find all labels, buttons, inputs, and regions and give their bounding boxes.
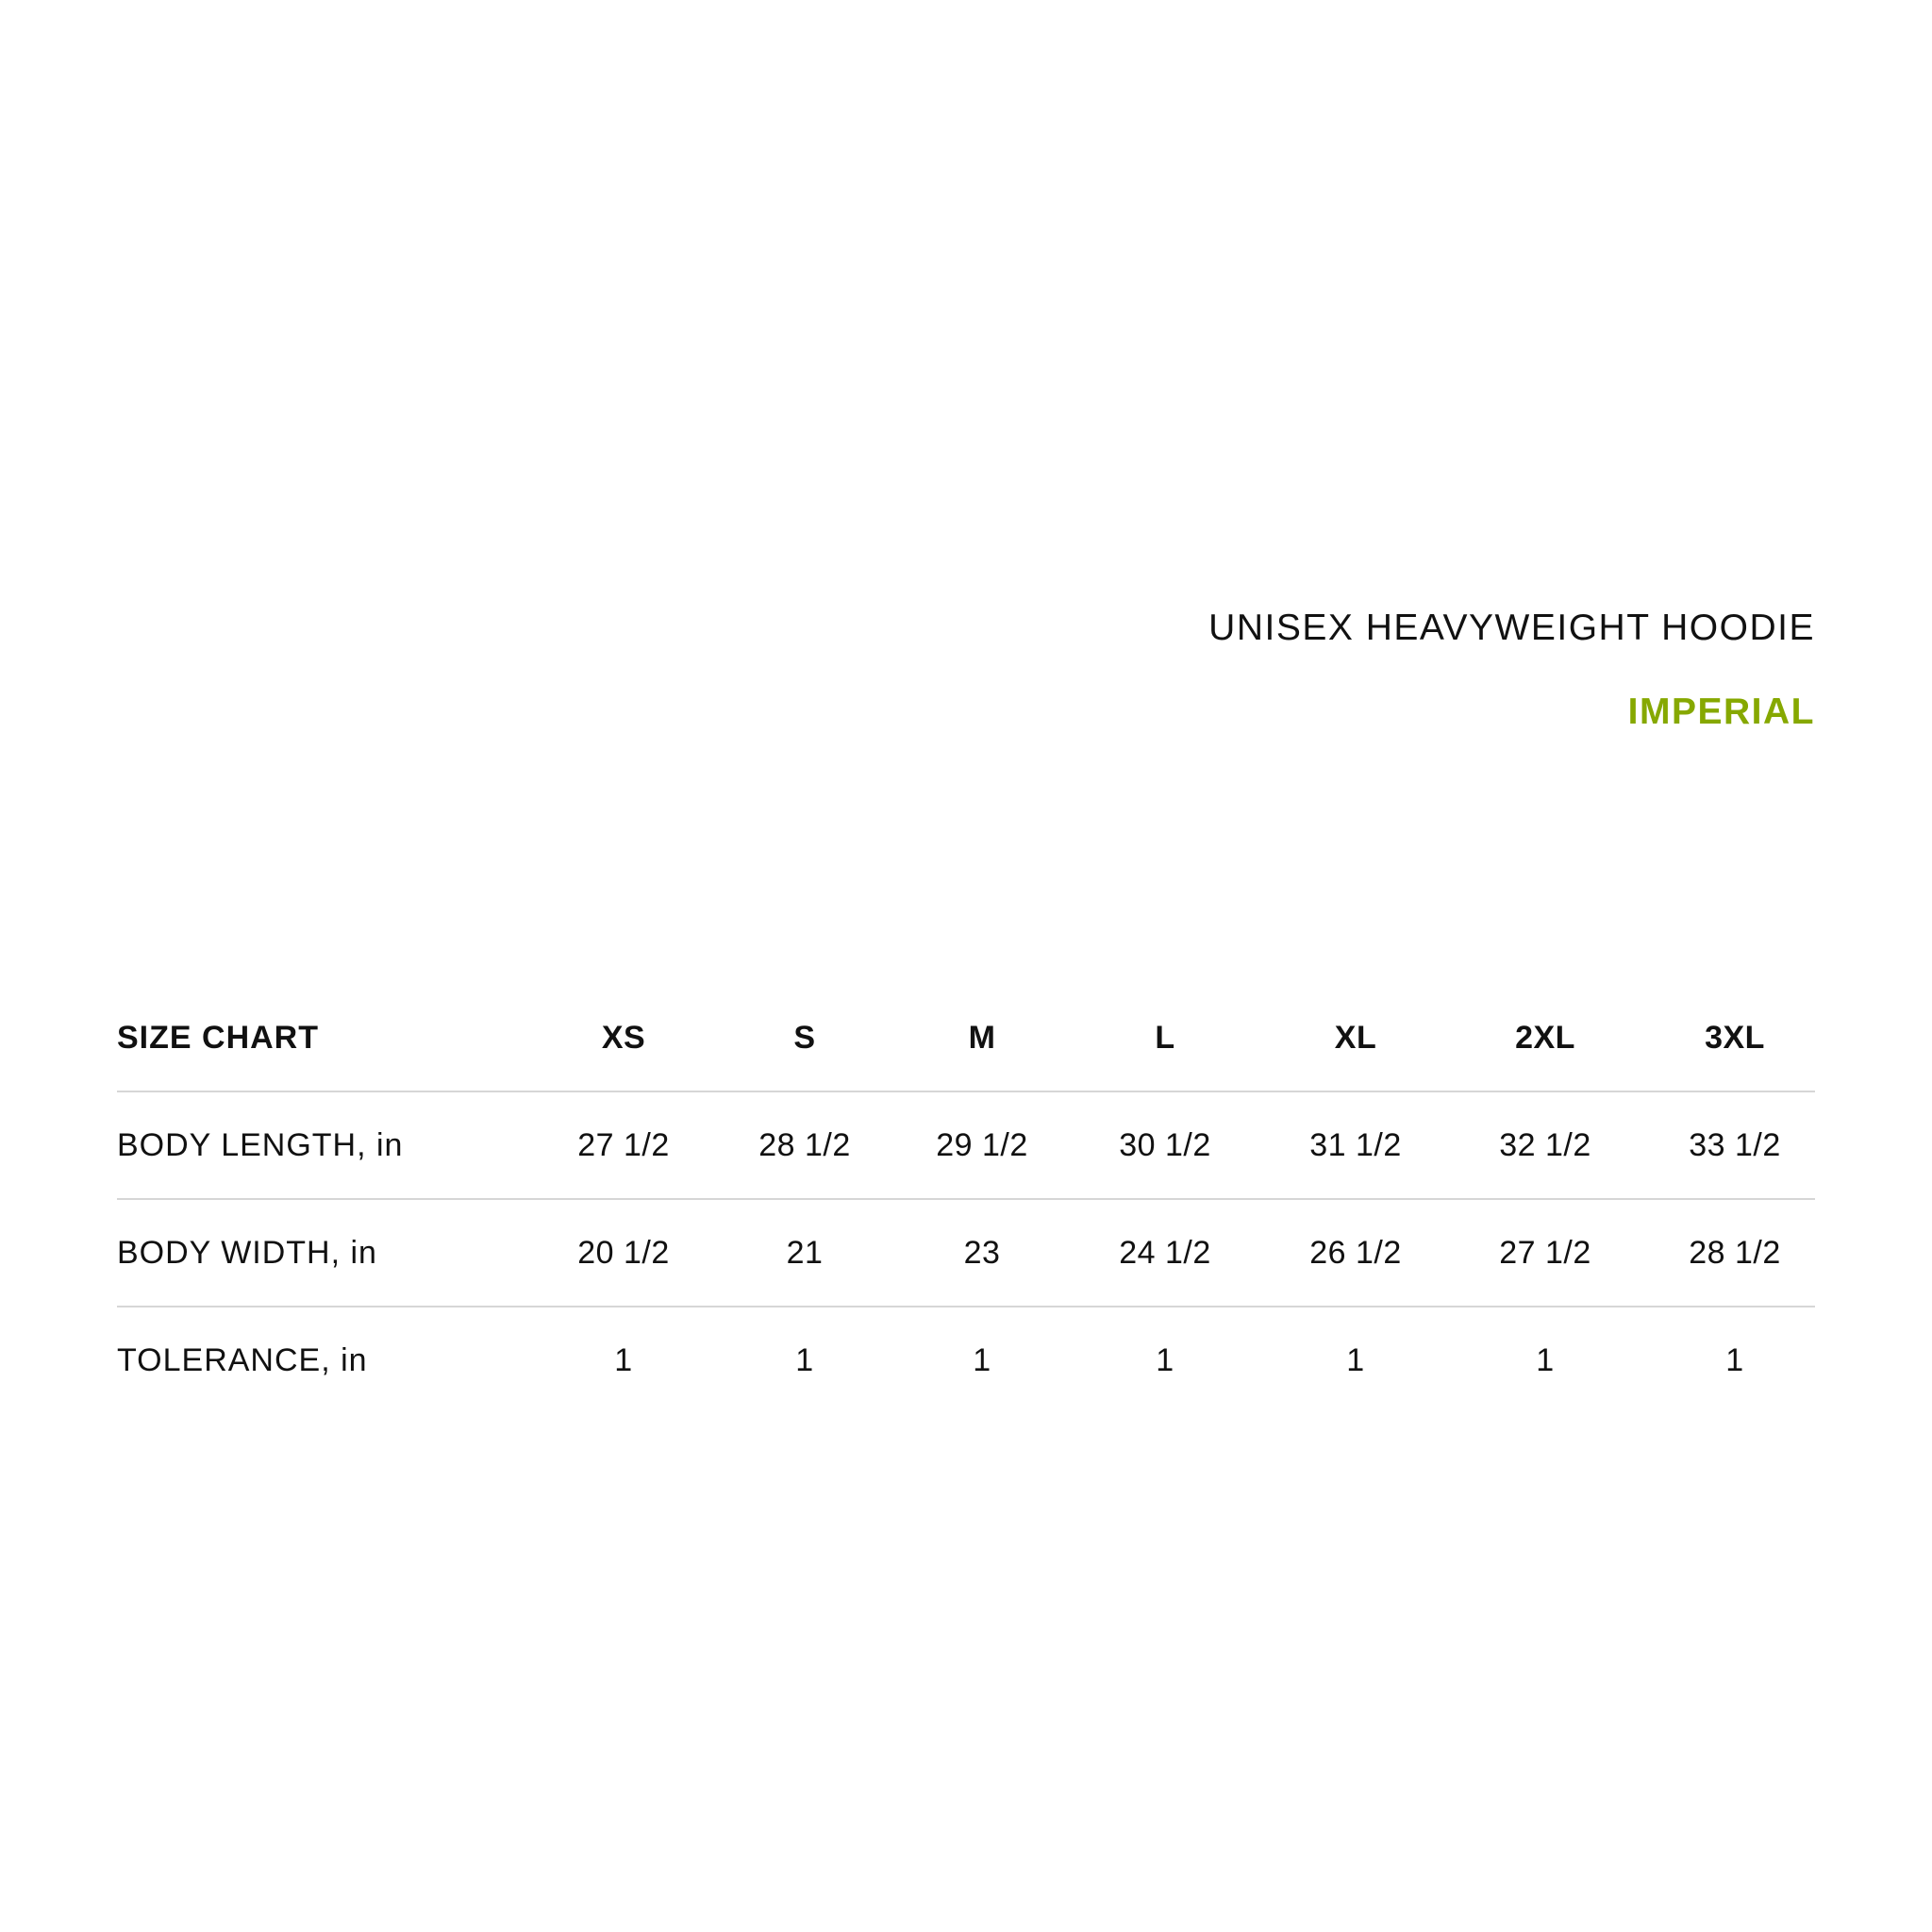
table-cell: 33 1/2: [1689, 1127, 1781, 1163]
size-chart-table: SIZE CHART XS S M L XL 2XL 3XL BODY LENGTH, in 27…: [117, 985, 1815, 1413]
table-cell: 31 1/2: [1309, 1127, 1402, 1163]
table-cell: 1: [614, 1342, 633, 1378]
size-chart-heading: SIZE CHART: [117, 1020, 319, 1056]
size-column-header: XS: [601, 1020, 646, 1056]
row-label: TOLERANCE, in: [117, 1342, 368, 1378]
table-cell: 27 1/2: [577, 1127, 670, 1163]
size-column-header: L: [1155, 1020, 1175, 1056]
table-cell: 29 1/2: [936, 1127, 1028, 1163]
product-title: UNISEX HEAVYWEIGHT HOODIE: [1208, 608, 1815, 648]
table-cell: 1: [1346, 1342, 1365, 1378]
table-cell: 1: [973, 1342, 991, 1378]
size-column-header: 3XL: [1705, 1020, 1765, 1056]
row-label: BODY LENGTH, in: [117, 1127, 404, 1163]
table-cell: 21: [786, 1235, 824, 1271]
table-row: TOLERANCE, in 1 1 1 1 1 1 1: [117, 1306, 1815, 1413]
table-row: BODY WIDTH, in 20 1/2 21 23 24 1/2 26 1/2 27 1…: [117, 1198, 1815, 1306]
table-cell: 26 1/2: [1309, 1235, 1402, 1271]
table-cell: 28 1/2: [758, 1127, 851, 1163]
table-row: BODY LENGTH, in 27 1/2 28 1/2 29 1/2 30 1/2 3…: [117, 1091, 1815, 1198]
table-header-row: SIZE CHART XS S M L XL 2XL 3XL: [117, 985, 1815, 1091]
table-cell: 1: [1536, 1342, 1555, 1378]
table-cell: 30 1/2: [1119, 1127, 1211, 1163]
table-cell: 23: [963, 1235, 1001, 1271]
size-column-header: S: [793, 1020, 816, 1056]
unit-system-label: IMPERIAL: [1627, 691, 1815, 732]
size-column-header: M: [968, 1020, 996, 1056]
row-label: BODY WIDTH, in: [117, 1235, 377, 1271]
table-cell: 1: [1725, 1342, 1744, 1378]
table-cell: 1: [1156, 1342, 1174, 1378]
size-column-header: XL: [1334, 1020, 1377, 1056]
table-cell: 28 1/2: [1689, 1235, 1781, 1271]
table-cell: 20 1/2: [577, 1235, 670, 1271]
table-cell: 1: [795, 1342, 814, 1378]
size-column-header: 2XL: [1515, 1020, 1575, 1056]
table-cell: 27 1/2: [1499, 1235, 1591, 1271]
table-cell: 32 1/2: [1499, 1127, 1591, 1163]
table-cell: 24 1/2: [1119, 1235, 1211, 1271]
